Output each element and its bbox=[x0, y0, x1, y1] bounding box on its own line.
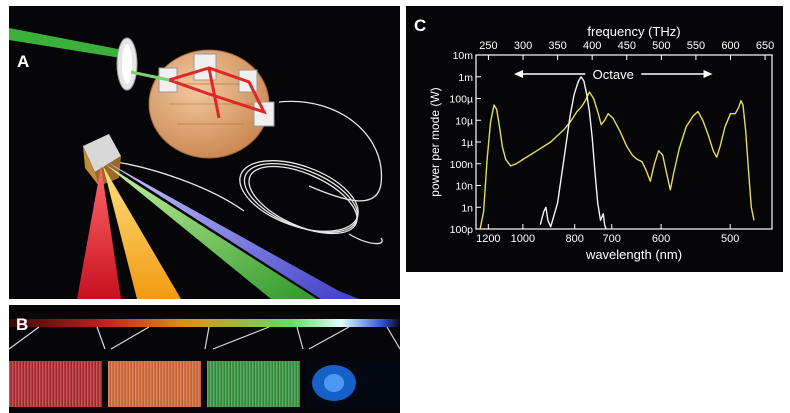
y-axis-tick-label: 10n bbox=[455, 181, 473, 193]
top-axis-tick-label: 250 bbox=[479, 40, 497, 52]
y-axis-tick-label: 100µ bbox=[449, 94, 473, 106]
y-axis-tick-label: 1n bbox=[461, 202, 473, 214]
panel-b-spectrum-images: B bbox=[9, 305, 400, 413]
y-axis-tick-label: 1µ bbox=[461, 137, 473, 149]
input-laser-beam bbox=[9, 28, 123, 58]
orange-output-beam bbox=[103, 166, 181, 299]
panel-a-illustration: A bbox=[9, 6, 400, 299]
x-axis-title: wavelength (nm) bbox=[585, 247, 682, 262]
octave-annotation: Octave bbox=[593, 67, 634, 82]
octave-label-bg bbox=[585, 64, 642, 82]
y-axis-tick-label: 10µ bbox=[455, 115, 473, 127]
x-axis-tick-label: 1000 bbox=[511, 233, 535, 245]
top-axis-tick-label: 550 bbox=[687, 40, 705, 52]
dispersed-spectrum-line bbox=[9, 319, 400, 327]
panel-label-a: A bbox=[17, 52, 30, 71]
top-axis-tick-label: 650 bbox=[756, 40, 774, 52]
optic-mount-2 bbox=[193, 53, 217, 81]
spectrum-strip-illustration bbox=[9, 319, 400, 407]
photonic-fiber-coil bbox=[108, 100, 383, 245]
zoom-connector-lines bbox=[9, 326, 400, 350]
top-axis-tick-label: 450 bbox=[618, 40, 636, 52]
x-axis-tick-label: 1200 bbox=[476, 233, 500, 245]
top-axis-title: frequency (THz) bbox=[587, 24, 680, 39]
panel-label-b: B bbox=[16, 315, 29, 334]
red-output-beam bbox=[77, 166, 121, 299]
green-output-beam bbox=[105, 164, 317, 299]
x-axis-tick-label: 700 bbox=[603, 233, 621, 245]
top-axis-tick-label: 600 bbox=[721, 40, 739, 52]
laser-setup-illustration bbox=[9, 28, 383, 299]
x-axis-tick-label: 500 bbox=[721, 233, 739, 245]
y-axis-title: power per mode (W) bbox=[428, 87, 442, 196]
y-axis-tick-label: 100n bbox=[450, 159, 474, 171]
x-axis-tick-label: 800 bbox=[566, 233, 584, 245]
optic-mount-4 bbox=[253, 101, 275, 127]
top-axis-tick-label: 500 bbox=[652, 40, 670, 52]
top-axis-tick-label: 300 bbox=[514, 40, 532, 52]
octave-arrow-left-head bbox=[514, 70, 524, 78]
laser-spectrum-line bbox=[539, 76, 607, 230]
supercontinuum-spectrum-line bbox=[479, 91, 755, 230]
lens-mount bbox=[116, 37, 138, 91]
top-axis-tick-label: 400 bbox=[583, 40, 601, 52]
y-axis-tick-label: 1m bbox=[458, 72, 473, 84]
cavity-beams bbox=[168, 66, 267, 119]
x-axis-tick-label: 600 bbox=[652, 233, 670, 245]
octave-arrow-right-head bbox=[703, 70, 713, 78]
pump-beam bbox=[130, 70, 170, 82]
y-axis-tick-label: 100p bbox=[450, 224, 474, 236]
spectrum-chart: frequency (THz) wavelength (nm) power pe… bbox=[428, 24, 774, 262]
panel-label-c: C bbox=[414, 16, 427, 35]
y-axis-tick-label: 10m bbox=[453, 50, 474, 62]
panel-c-spectrum-chart: frequency (THz) wavelength (nm) power pe… bbox=[406, 6, 783, 272]
top-axis-tick-label: 350 bbox=[548, 40, 566, 52]
